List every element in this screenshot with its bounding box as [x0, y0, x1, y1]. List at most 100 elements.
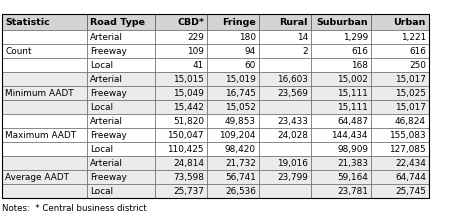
Text: 1,221: 1,221 — [401, 32, 426, 41]
Bar — [87, 30, 155, 44]
Bar — [311, 86, 371, 100]
Bar — [371, 30, 429, 44]
Text: 110,425: 110,425 — [167, 144, 204, 153]
Text: 59,164: 59,164 — [337, 172, 368, 181]
Text: Local: Local — [90, 103, 113, 112]
Bar — [371, 44, 429, 58]
Bar — [87, 86, 155, 100]
Text: 16,745: 16,745 — [225, 88, 256, 97]
Bar — [259, 72, 311, 86]
Text: Freeway: Freeway — [90, 172, 127, 181]
Bar — [155, 170, 207, 184]
Bar — [207, 58, 259, 72]
Text: Freeway: Freeway — [90, 131, 127, 140]
Text: Statistic: Statistic — [5, 17, 50, 26]
Bar — [259, 30, 311, 44]
Bar — [207, 114, 259, 128]
Bar — [259, 86, 311, 100]
Bar — [311, 128, 371, 142]
Bar — [2, 58, 87, 72]
Text: Arterial: Arterial — [90, 75, 123, 84]
Bar — [311, 58, 371, 72]
Text: 26,536: 26,536 — [225, 187, 256, 196]
Bar — [2, 100, 87, 114]
Text: 24,028: 24,028 — [277, 131, 308, 140]
Text: 73,598: 73,598 — [173, 172, 204, 181]
Bar — [155, 44, 207, 58]
Bar — [2, 14, 87, 30]
Bar — [2, 170, 87, 184]
Text: 94: 94 — [245, 47, 256, 56]
Bar — [311, 100, 371, 114]
Text: 15,015: 15,015 — [173, 75, 204, 84]
Bar — [87, 72, 155, 86]
Bar — [155, 114, 207, 128]
Text: Suburban: Suburban — [316, 17, 368, 26]
Bar — [87, 184, 155, 198]
Bar — [2, 86, 87, 100]
Text: 23,781: 23,781 — [337, 187, 368, 196]
Bar — [259, 58, 311, 72]
Bar — [207, 128, 259, 142]
Text: 15,025: 15,025 — [395, 88, 426, 97]
Text: 144,434: 144,434 — [331, 131, 368, 140]
Bar — [259, 100, 311, 114]
Text: 56,741: 56,741 — [225, 172, 256, 181]
Bar — [2, 142, 87, 156]
Bar — [155, 86, 207, 100]
Bar — [371, 100, 429, 114]
Bar — [259, 128, 311, 142]
Text: 64,487: 64,487 — [337, 116, 368, 125]
Text: 15,049: 15,049 — [173, 88, 204, 97]
Bar — [207, 156, 259, 170]
Bar — [371, 184, 429, 198]
Text: 15,019: 15,019 — [225, 75, 256, 84]
Text: CBD*: CBD* — [177, 17, 204, 26]
Text: 109,204: 109,204 — [219, 131, 256, 140]
Bar — [2, 128, 87, 142]
Bar — [155, 142, 207, 156]
Bar — [259, 184, 311, 198]
Bar — [259, 156, 311, 170]
Bar — [2, 184, 87, 198]
Text: 24,814: 24,814 — [173, 159, 204, 168]
Bar — [311, 114, 371, 128]
Text: Freeway: Freeway — [90, 47, 127, 56]
Bar — [2, 14, 429, 198]
Bar — [155, 100, 207, 114]
Text: 41: 41 — [193, 60, 204, 69]
Text: Rural: Rural — [280, 17, 308, 26]
Bar — [87, 44, 155, 58]
Text: Arterial: Arterial — [90, 32, 123, 41]
Bar — [207, 100, 259, 114]
Text: Freeway: Freeway — [90, 88, 127, 97]
Bar — [207, 170, 259, 184]
Text: 250: 250 — [409, 60, 426, 69]
Bar — [155, 30, 207, 44]
Bar — [259, 142, 311, 156]
Bar — [87, 58, 155, 72]
Text: 1,299: 1,299 — [343, 32, 368, 41]
Text: 19,016: 19,016 — [277, 159, 308, 168]
Bar — [371, 58, 429, 72]
Text: 64,744: 64,744 — [395, 172, 426, 181]
Text: 616: 616 — [351, 47, 368, 56]
Bar — [87, 114, 155, 128]
Bar — [155, 156, 207, 170]
Bar — [371, 170, 429, 184]
Bar — [87, 170, 155, 184]
Text: 60: 60 — [245, 60, 256, 69]
Text: 109: 109 — [187, 47, 204, 56]
Bar — [311, 14, 371, 30]
Bar — [2, 156, 87, 170]
Text: 98,420: 98,420 — [225, 144, 256, 153]
Bar — [87, 100, 155, 114]
Text: 180: 180 — [239, 32, 256, 41]
Text: Arterial: Arterial — [90, 159, 123, 168]
Text: 150,047: 150,047 — [167, 131, 204, 140]
Bar — [311, 30, 371, 44]
Bar — [371, 14, 429, 30]
Text: 2: 2 — [302, 47, 308, 56]
Bar — [311, 156, 371, 170]
Text: 15,111: 15,111 — [337, 103, 368, 112]
